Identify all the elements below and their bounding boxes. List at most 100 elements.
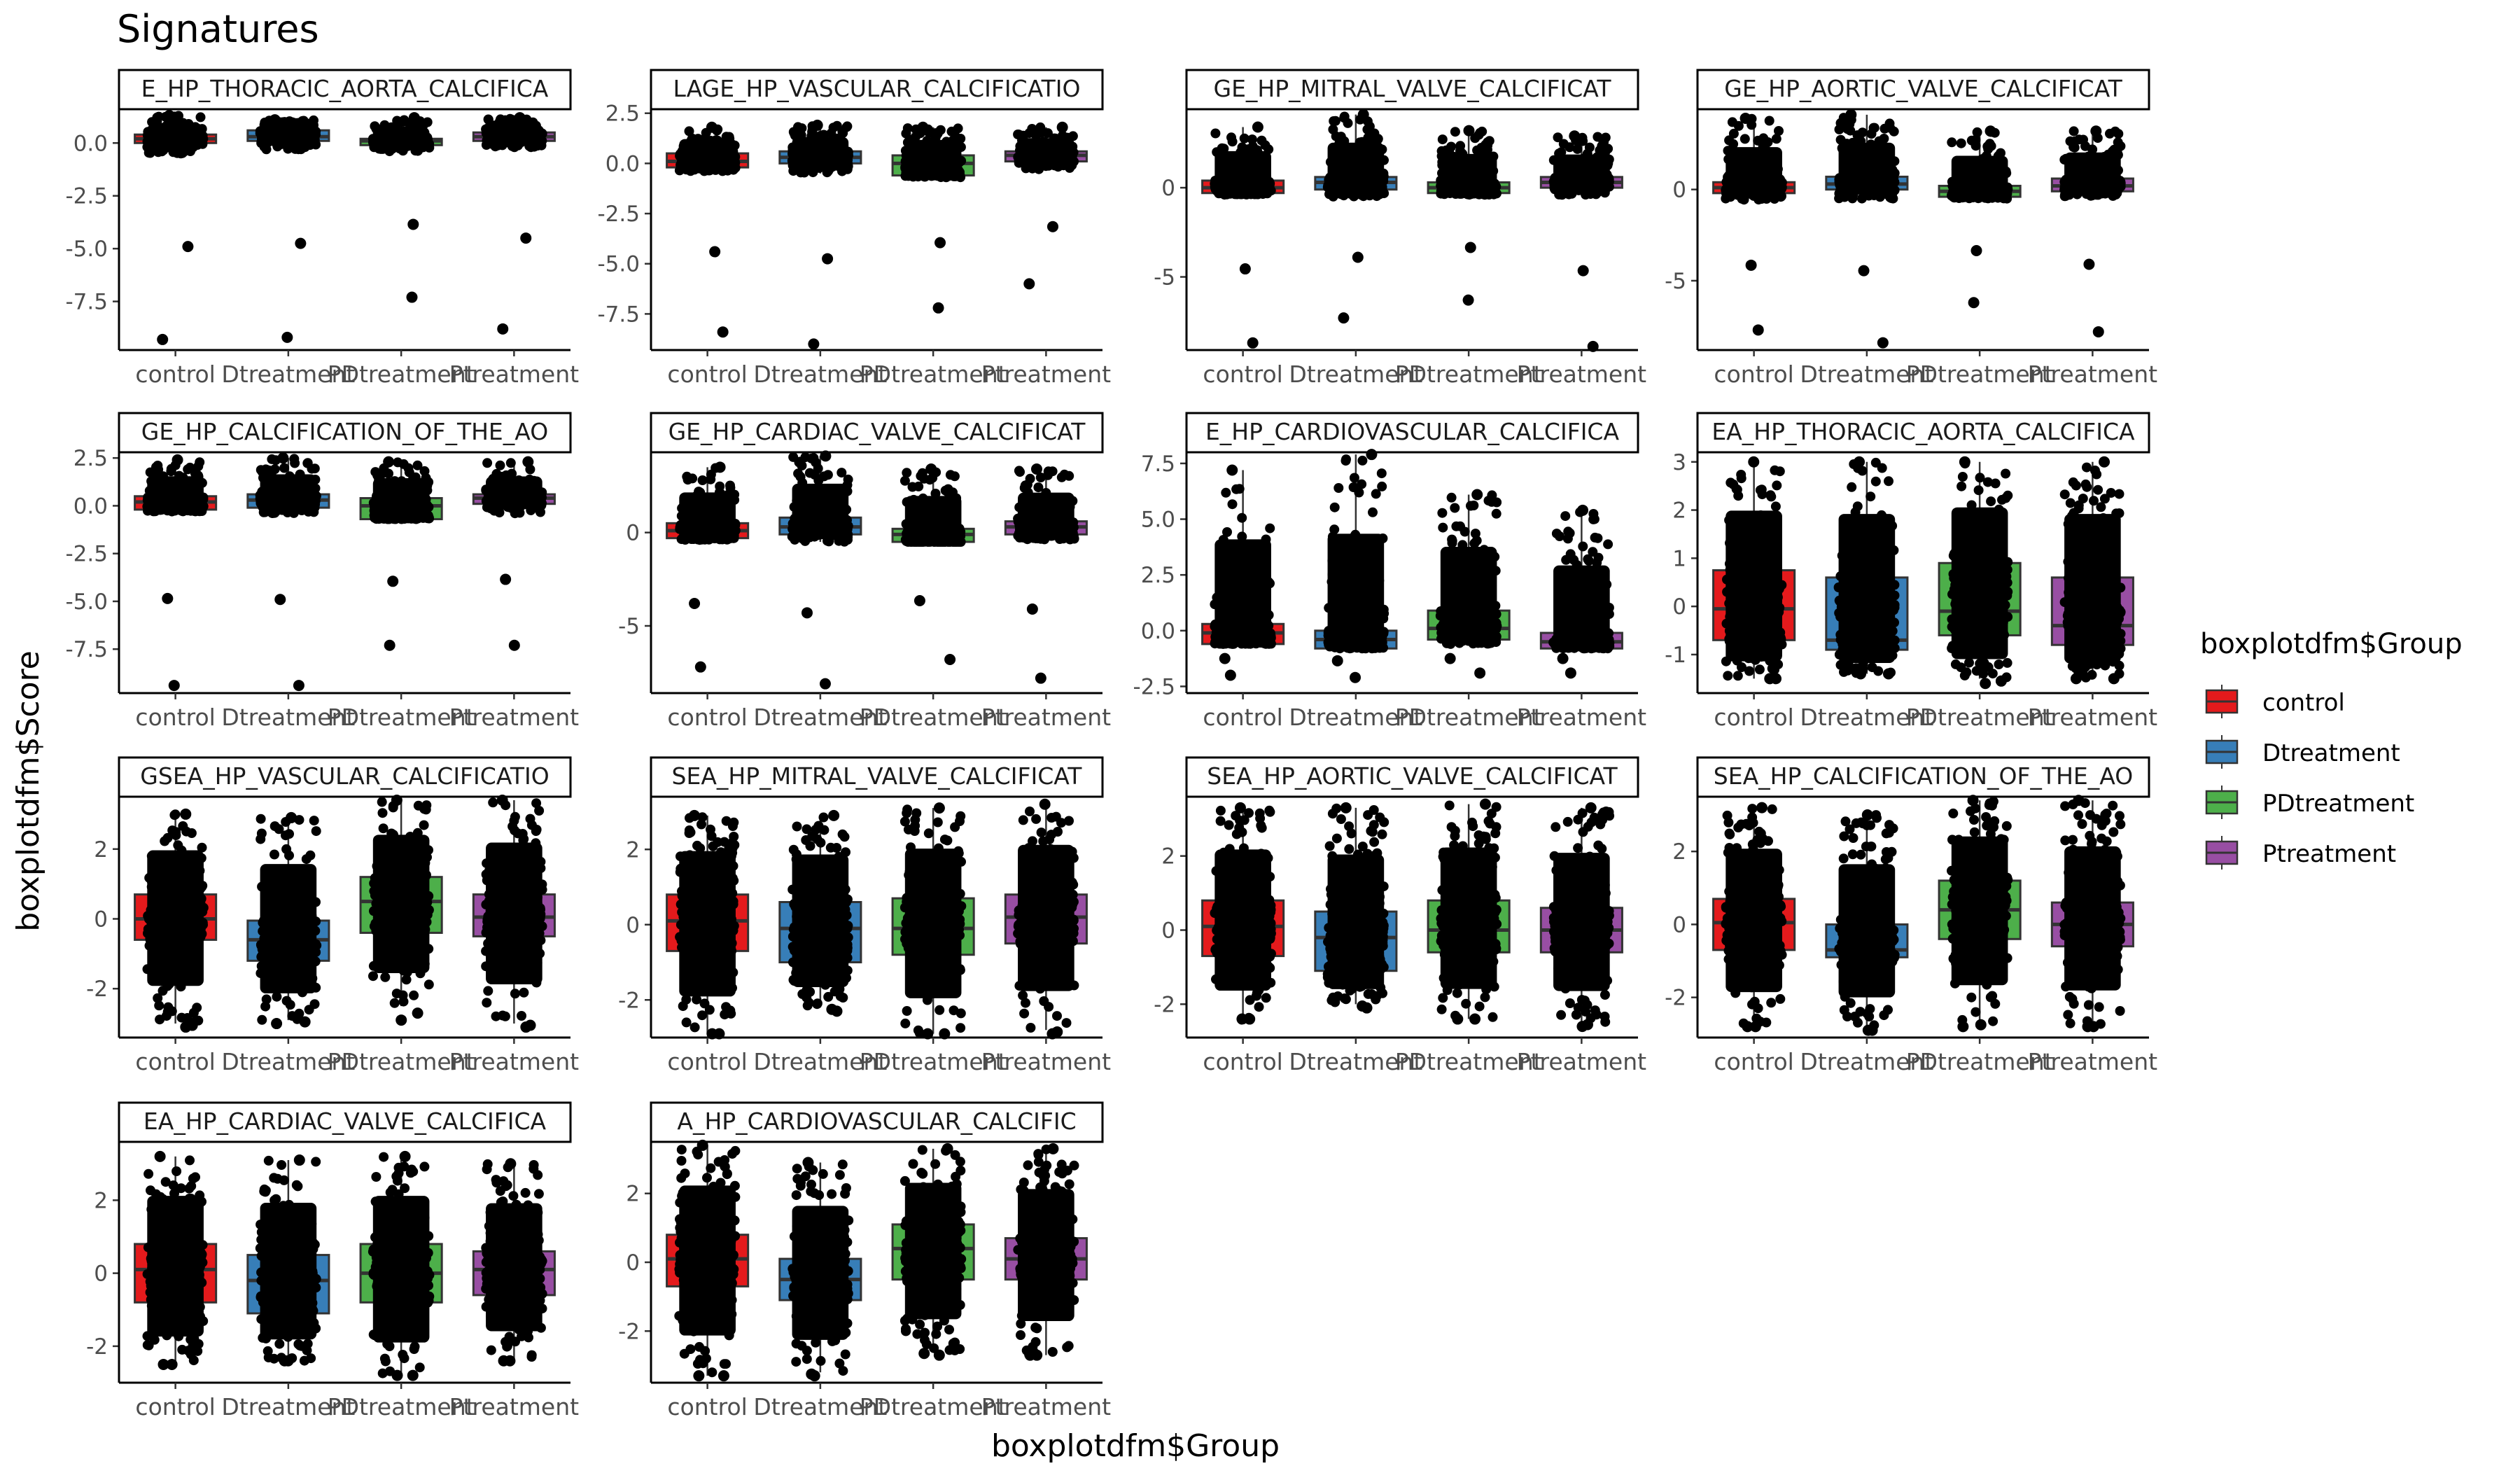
jitter-point [1729,129,1739,139]
jitter-core [679,139,736,170]
extreme-point-lower [169,680,180,691]
jitter-point [1210,129,1220,139]
jitter-point [154,112,164,122]
extreme-point-upper [1740,113,1751,124]
extreme-point-upper [1358,109,1369,120]
extreme-point-upper [409,112,420,123]
box-PDtreatment [360,112,442,302]
extreme-point-upper [1252,121,1264,132]
jitter-point [1329,116,1338,126]
box-Dtreatment [780,120,861,349]
jitter-core [147,124,204,148]
extreme-point-upper [172,454,183,466]
jitter-core [147,476,204,510]
outlier-point [1352,251,1364,263]
jitter-point [1857,194,1867,204]
box-control [1203,121,1284,348]
extreme-point-upper [1463,125,1474,137]
extreme-point-upper [917,122,928,133]
x-tick-label: Ptreatment [2028,361,2158,388]
box-Dtreatment [1315,109,1396,323]
y-tick-label: 0 [1161,176,1175,201]
jitter-point [146,468,155,477]
facet-strip-label: E_HP_THORACIC_AORTA_CALCIFICA [141,75,549,102]
outlier-point [1970,245,1982,256]
outlier-point [1047,221,1058,232]
extreme-point-upper [812,120,823,131]
outlier-point [709,246,720,258]
chart-title: Signatures [117,7,319,51]
jitter-point [1947,137,1956,147]
y-tick-label: 2.5 [74,446,108,471]
y-tick-label: -5 [1154,265,1175,291]
box-Dtreatment [248,114,329,343]
jitter-point [398,117,408,127]
y-tick-label: -7.5 [598,302,640,327]
outlier-point [387,575,398,587]
jitter-point [1987,141,1996,151]
jitter-core [1553,155,1610,192]
y-tick-label: -2.5 [598,202,640,227]
jitter-point [1774,126,1784,136]
jitter-point [1553,132,1563,142]
facet-panel: GE_HP_CALCIFICATION_OF_THE_AO2.50.0-2.5-… [66,413,580,731]
jitter-point [1601,133,1611,143]
extreme-point-upper [1845,109,1856,120]
x-tick-label: Ptreatment [981,361,1112,388]
extreme-point-upper [164,110,175,121]
facet-panel: LAGE_HP_VASCULAR_CALCIFICATIO2.50.0-2.5-… [598,70,1112,388]
jitter-point [1228,137,1238,146]
jitter-point [413,461,423,470]
jitter-point [1842,124,1852,134]
facet-strip-label: GE_HP_AORTIC_VALVE_CALCIFICAT [1724,75,2122,102]
jitter-point [1247,134,1257,144]
jitter-core [486,125,542,145]
extreme-point-lower [281,332,293,343]
jitter-point [1967,136,1977,146]
jitter-point [901,129,911,139]
outlier-point [182,241,193,252]
jitter-point [1595,146,1604,155]
outlier-point [1578,265,1589,277]
y-tick-label: 0.0 [606,151,640,176]
jitter-point [484,115,493,125]
extreme-point-lower [157,334,168,345]
y-tick-label: -2.5 [66,184,108,209]
extreme-point-lower [808,338,819,349]
jitter-core [1952,155,2008,197]
extreme-point-upper [706,122,718,133]
x-tick-label: control [1714,361,1793,388]
jitter-point [1455,141,1465,151]
jitter-core [1018,138,1074,166]
outlier-point [295,238,306,249]
jitter-point [290,459,300,468]
jitter-point [482,458,492,468]
outlier-point [1465,242,1476,253]
jitter-point [1256,136,1266,146]
jitter-point [377,468,387,478]
jitter-point [1043,128,1053,138]
extreme-point-upper [383,456,394,468]
box-Ptreatment [2052,125,2133,337]
y-tick-label: 2.5 [606,102,640,127]
jitter-point [837,127,847,137]
jitter-point [279,463,289,473]
extreme-point-upper [277,452,288,463]
facet-strip-label: GE_HP_MITRAL_VALVE_CALCIFICAT [1214,75,1612,102]
extreme-point-lower [1753,324,1764,335]
jitter-point [1331,132,1341,141]
facet-panels: E_HP_THORACIC_AORTA_CALCIFICA0.0-2.5-5.0… [66,70,2158,1420]
box-Ptreatment [1005,122,1086,290]
jitter-core [1214,151,1271,194]
x-tick-label: control [667,361,747,388]
jitter-core [905,140,962,176]
jitter-core [260,125,317,146]
extreme-point-lower [2093,326,2104,337]
extreme-point-upper [270,114,281,125]
jitter-point [196,112,206,122]
facet-strip-label: GE_HP_CALCIFICATION_OF_THE_AO [141,418,548,445]
